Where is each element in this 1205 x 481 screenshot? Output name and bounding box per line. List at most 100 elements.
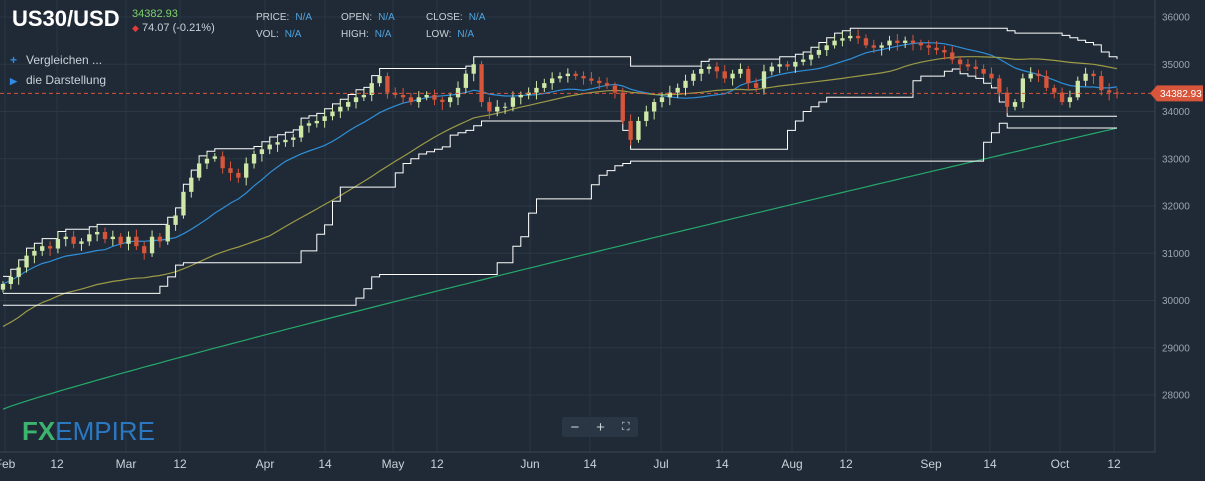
play-icon: ▶ [10, 76, 17, 86]
price-change: ◆ 74.07 (-0.21%) [132, 22, 215, 34]
candle-down [573, 73, 578, 77]
y-tick-label: 29000 [1162, 343, 1190, 354]
candle-up [1067, 97, 1073, 103]
candle-up [824, 45, 829, 51]
candle-up [738, 68, 743, 74]
candle-down [934, 47, 939, 51]
candle-up [32, 250, 37, 256]
candle-up [691, 73, 696, 81]
candle-down [487, 102, 492, 112]
candle-down [981, 68, 986, 74]
candle-up [63, 236, 68, 240]
field-high: HIGH: N/A [341, 29, 391, 40]
symbol-title: US30/USD [12, 6, 120, 31]
zoom-in-button[interactable]: + [596, 418, 605, 436]
x-tick-label: 14 [318, 457, 332, 471]
candle-up [283, 139, 288, 143]
candle-up [879, 45, 884, 48]
field-high-label: HIGH: [341, 29, 369, 40]
x-tick-label: Apr [256, 457, 275, 471]
candle-up [204, 158, 210, 164]
arrow-down-icon: ◆ [132, 23, 139, 33]
y-axis-panel [1155, 0, 1205, 476]
candle-up [706, 66, 712, 69]
plus-icon: + [10, 53, 18, 67]
candle-up [322, 116, 327, 121]
last-price: 34382.93 [132, 8, 178, 20]
candle-up [40, 246, 45, 251]
candle-up [903, 40, 908, 43]
candle-down [1106, 90, 1112, 93]
x-tick-label: 12 [50, 457, 64, 471]
candle-down [997, 78, 1002, 93]
logo-fx: FX [22, 416, 56, 446]
moving-average-layer [2, 42, 1118, 410]
candle-up [793, 61, 798, 67]
candle-down [102, 231, 108, 240]
zoom-controls: − + ⛶ [562, 417, 638, 437]
candle-down [628, 120, 633, 140]
candle-up [149, 236, 155, 254]
y-tick-label: 32000 [1162, 202, 1190, 213]
candle-up [369, 83, 374, 95]
candle-down [385, 76, 390, 93]
candle-down [926, 45, 931, 48]
candle-up [887, 40, 892, 46]
candle-up [667, 92, 672, 98]
field-close-value: N/A [468, 12, 486, 23]
candle-up [534, 87, 539, 93]
candle-up [55, 239, 61, 249]
candle-down [408, 97, 414, 103]
candle-up [314, 120, 319, 124]
y-tick-label: 31000 [1162, 249, 1190, 260]
candle-down [871, 45, 876, 48]
candle-up [502, 106, 508, 108]
field-close-label: CLOSE: [426, 12, 463, 23]
candle-up [416, 97, 421, 103]
y-tick-label: 35000 [1162, 60, 1190, 71]
candle-up [832, 40, 837, 46]
candle-up [659, 97, 665, 103]
compare-button[interactable]: + Vergleichen ... [10, 53, 102, 67]
candle-down [589, 78, 594, 81]
candle-up [16, 267, 21, 277]
candle-up [330, 111, 335, 117]
x-tick-label: Sep [920, 457, 942, 471]
channel-layer [3, 27, 1118, 306]
compare-label: Vergleichen ... [26, 53, 103, 67]
candle-down [1099, 76, 1104, 91]
candle-down [157, 236, 163, 242]
candle-up [377, 76, 382, 84]
candle-up [1012, 102, 1018, 107]
candle-down [597, 80, 602, 84]
candle-down [134, 236, 139, 247]
candle-down [604, 83, 610, 86]
candle-up [495, 106, 500, 112]
candle-up [24, 255, 29, 268]
grid-layer [0, 0, 1155, 452]
y-tick-label: 30000 [1162, 296, 1190, 307]
candle-up [675, 87, 680, 93]
field-open: OPEN: N/A [341, 12, 395, 23]
x-tick-label: May [382, 457, 405, 471]
candle-up [212, 156, 217, 159]
candle-up [471, 64, 476, 74]
candle-down [942, 50, 947, 53]
y-tick-label: 28000 [1162, 391, 1190, 402]
candle-up [557, 76, 563, 79]
candle-up [565, 73, 571, 77]
fit-screen-icon[interactable]: ⛶ [621, 420, 630, 433]
candle-down [432, 94, 437, 100]
candle-up [424, 94, 429, 98]
candle-up [338, 106, 343, 112]
display-button[interactable]: ▶ die Darstellung [10, 73, 106, 87]
candle-down [612, 85, 618, 93]
candle-up [683, 80, 688, 88]
candle-up [518, 94, 523, 98]
y-tick-label: 34000 [1162, 107, 1190, 118]
candle-down [1052, 87, 1057, 93]
zoom-out-button[interactable]: − [570, 418, 580, 436]
candle-up [808, 54, 814, 60]
candle-up [761, 71, 767, 88]
